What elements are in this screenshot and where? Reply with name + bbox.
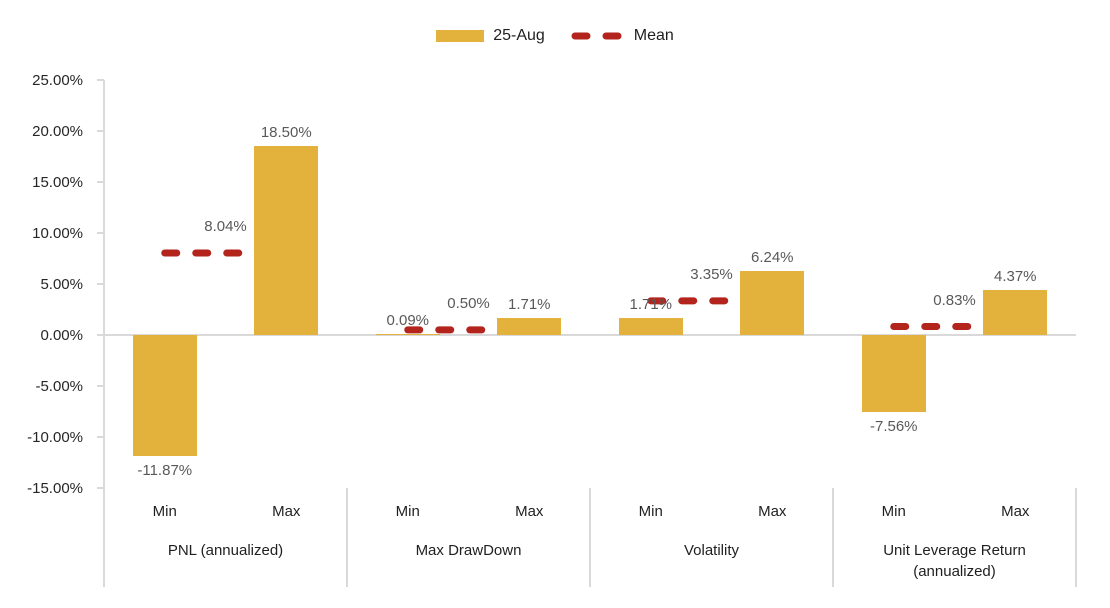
- category-label-max: Max: [515, 503, 544, 520]
- bar-value-label: 1.71%: [629, 295, 673, 313]
- group-label: Unit Leverage Return (annualized): [883, 542, 1026, 580]
- legend-item: 25-Aug: [436, 28, 545, 44]
- bar-value-label: 1.71%: [507, 295, 551, 313]
- y-axis-label: -15.00%: [27, 479, 83, 497]
- bar-min: [375, 334, 440, 336]
- y-axis-label: 20.00%: [32, 122, 83, 140]
- y-axis-label: 10.00%: [32, 224, 83, 242]
- bar-max: [740, 271, 805, 335]
- category-label-max: Max: [272, 503, 301, 520]
- mean-value-label: 0.83%: [933, 291, 976, 309]
- group-label: Max DrawDown: [415, 542, 522, 559]
- bar-value-label: -11.87%: [137, 462, 193, 480]
- y-axis-label: -10.00%: [27, 428, 83, 446]
- bar-min: [861, 335, 926, 413]
- y-axis-label: 25.00%: [32, 71, 83, 89]
- legend-label: Mean: [633, 27, 674, 44]
- y-axis-label: 0.00%: [40, 326, 83, 344]
- bar-max: [254, 146, 319, 335]
- bar-value-label: 6.24%: [750, 249, 794, 267]
- category-label-min: Min: [395, 503, 420, 520]
- bar-min: [132, 335, 197, 457]
- y-axis-label: 5.00%: [40, 275, 83, 293]
- bar-value-label: 0.09%: [386, 312, 430, 330]
- mean-value-label: 8.04%: [204, 217, 247, 235]
- mean-value-label: 3.35%: [690, 265, 733, 283]
- bar-max: [983, 290, 1048, 335]
- bar-value-label: -7.56%: [869, 418, 918, 436]
- y-axis-label: -5.00%: [35, 377, 83, 395]
- category-label-min: Min: [881, 503, 906, 520]
- group-label: Volatility: [683, 542, 740, 559]
- bar-max: [497, 317, 562, 335]
- category-label-max: Max: [758, 503, 787, 520]
- y-axis-label: 15.00%: [32, 173, 83, 191]
- legend-bar-swatch-icon: [436, 30, 485, 42]
- chart-legend: 25-Aug Mean: [0, 28, 1110, 44]
- legend-item: Mean: [571, 28, 674, 44]
- mean-value-label: 0.50%: [447, 294, 490, 312]
- category-label-min: Min: [152, 503, 177, 520]
- bar-value-label: 18.50%: [260, 124, 312, 142]
- legend-dash-line-icon: [571, 32, 625, 40]
- bar-value-label: 4.37%: [993, 268, 1037, 286]
- group-label: PNL (annualized): [167, 542, 284, 559]
- category-label-max: Max: [1001, 503, 1030, 520]
- legend-label: 25-Aug: [493, 27, 545, 44]
- bar-min: [618, 317, 683, 335]
- category-label-min: Min: [638, 503, 663, 520]
